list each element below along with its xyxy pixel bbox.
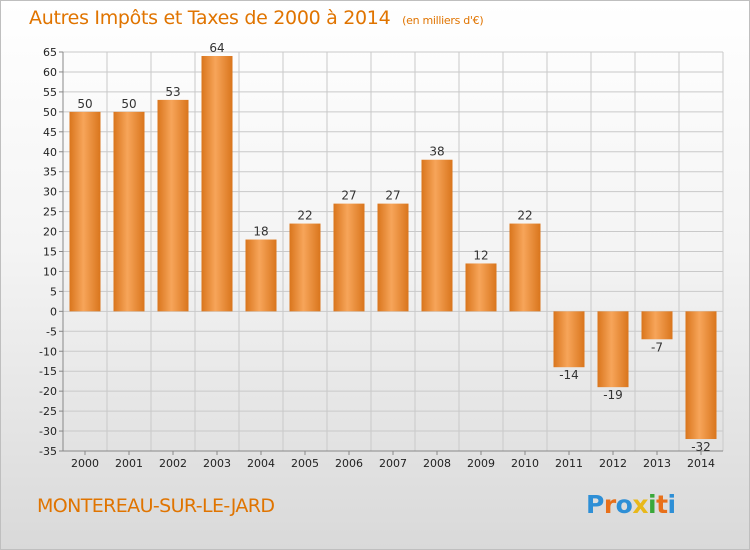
value-label: -32	[691, 440, 711, 454]
y-tick-label: 25	[43, 206, 57, 219]
y-tick-label: 15	[43, 246, 57, 259]
brand-letter: o	[615, 490, 633, 519]
y-tick-label: -30	[39, 425, 57, 438]
brand-letter: i	[648, 490, 657, 519]
bar-2012	[597, 311, 629, 388]
y-tick-label: 5	[50, 285, 57, 298]
x-tick-label: 2013	[643, 457, 671, 470]
chart-unit: (en milliers d'€)	[402, 14, 484, 27]
value-label: 27	[385, 189, 400, 203]
value-labels: 50 50 53 64 18 22 27 27 38 12 22 -14 -19 -7 -32	[77, 41, 710, 454]
brand-letter: t	[656, 490, 668, 519]
x-tick-label: 2007	[379, 457, 407, 470]
axes: -35 -30 -25 -20 -15 -10 -5 0 5 10 15 20 25 30 35 40 45 50…	[39, 46, 723, 470]
value-label: -14	[559, 368, 579, 382]
y-tick-label: 65	[43, 46, 57, 59]
chart-title-text: Autres Impôts et Taxes de 2000 à 2014	[29, 7, 391, 29]
x-tick-label: 2003	[203, 457, 231, 470]
y-tick-label: -10	[39, 345, 57, 358]
bar-2003	[201, 55, 233, 312]
y-tick-label: 35	[43, 166, 57, 179]
value-label: 38	[429, 145, 444, 159]
value-label: 50	[121, 97, 136, 111]
x-tick-label: 2006	[335, 457, 363, 470]
y-tick-label: 20	[43, 226, 57, 239]
value-label: 18	[253, 225, 268, 239]
y-tick-label: 10	[43, 265, 57, 278]
y-tick-label: 50	[43, 106, 57, 119]
y-tick-label: 60	[43, 66, 57, 79]
chart-title: Autres Impôts et Taxes de 2000 à 2014 (e…	[29, 7, 484, 29]
y-tick-label: 55	[43, 86, 57, 99]
bar-2005	[289, 223, 321, 312]
brand-letter: P	[586, 490, 604, 519]
bars	[69, 55, 717, 440]
x-tick-label: 2014	[687, 457, 715, 470]
bar-2001	[113, 111, 145, 312]
value-label: 53	[165, 85, 180, 99]
y-tick-label: -15	[39, 365, 57, 378]
value-label: 22	[297, 209, 312, 223]
bar-2010	[509, 223, 541, 312]
value-label: 50	[77, 97, 92, 111]
value-label: -7	[651, 340, 663, 354]
brand-logo: Proxiti	[586, 490, 676, 519]
x-tick-label: 2000	[71, 457, 99, 470]
value-label: -19	[603, 388, 623, 402]
bar-2009	[465, 263, 497, 312]
x-tick-label: 2001	[115, 457, 143, 470]
y-tick-label: 30	[43, 186, 57, 199]
brand-letter: r	[603, 490, 616, 519]
bar-2007	[377, 203, 409, 312]
bar-2006	[333, 203, 365, 312]
bar-2004	[245, 239, 277, 312]
bar-2008	[421, 159, 453, 312]
y-tick-label: -5	[46, 325, 57, 338]
bar-2011	[553, 311, 585, 368]
value-label: 64	[209, 41, 224, 55]
value-label: 12	[473, 248, 488, 262]
brand-letter: i	[667, 490, 677, 519]
bar-2000	[69, 111, 101, 312]
city-name: MONTEREAU-SUR-LE-JARD	[37, 495, 275, 517]
bar-2002	[157, 99, 189, 312]
x-tick-label: 2008	[423, 457, 451, 470]
x-tick-label: 2004	[247, 457, 275, 470]
y-tick-label: 0	[50, 305, 57, 318]
x-tick-label: 2002	[159, 457, 187, 470]
bar-2014	[685, 311, 717, 440]
x-tick-label: 2012	[599, 457, 627, 470]
brand-letter: x	[632, 490, 648, 519]
x-tick-label: 2005	[291, 457, 319, 470]
y-tick-label: 45	[43, 126, 57, 139]
y-tick-label: -20	[39, 385, 57, 398]
value-label: 22	[517, 209, 532, 223]
y-tick-label: -25	[39, 405, 57, 418]
y-tick-label: 40	[43, 146, 57, 159]
x-tick-label: 2010	[511, 457, 539, 470]
x-tick-label: 2011	[555, 457, 583, 470]
bar-2013	[641, 311, 673, 340]
x-tick-label: 2009	[467, 457, 495, 470]
value-label: 27	[341, 189, 356, 203]
y-tick-label: -35	[39, 445, 57, 458]
